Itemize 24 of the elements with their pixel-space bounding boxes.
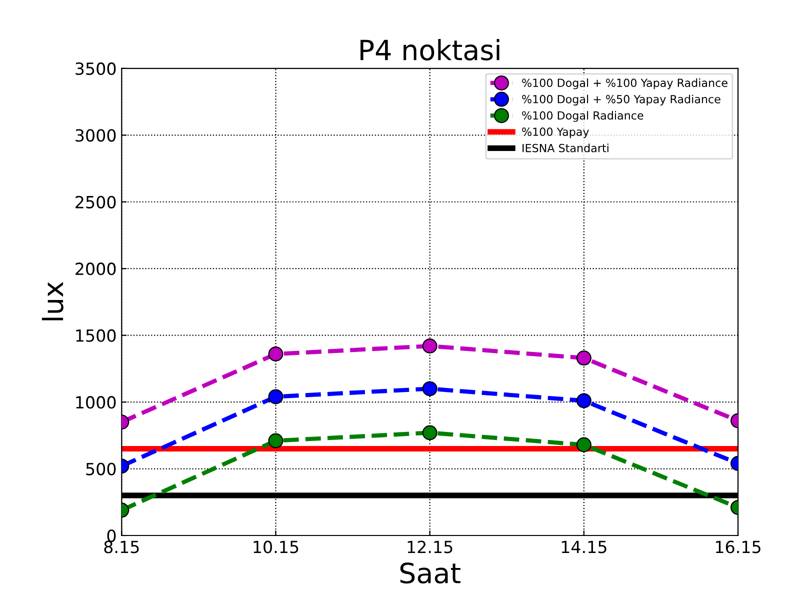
y-tick-label: 3000 xyxy=(76,129,116,142)
x-tick-label: 10.15 xyxy=(254,540,298,554)
y-tick-label: 1500 xyxy=(76,329,116,342)
legend-label: %100 Dogal + %100 Yapay Radiance xyxy=(522,78,728,90)
point xyxy=(422,338,438,354)
legend-label: %100 Yapay xyxy=(522,128,589,138)
x-tick-label: 14.15 xyxy=(562,540,606,554)
y-tick-label: 0 xyxy=(107,529,116,542)
x-tick-label: 8.15 xyxy=(104,540,139,554)
y-tick-label: 3500 xyxy=(76,62,116,75)
legend-label: %100 Dogal Radiance xyxy=(522,111,644,122)
y-tick-label: 2500 xyxy=(76,196,116,208)
y-tick-label: 500 xyxy=(86,462,116,476)
x-tick-label: 16.15 xyxy=(716,540,760,554)
x-tick-label: 12.15 xyxy=(408,540,452,554)
point xyxy=(422,381,438,396)
legend-label: IESNA Standarti xyxy=(522,144,608,152)
x-axis-title: Saat xyxy=(400,562,460,584)
y-tick-label: 1000 xyxy=(76,396,116,409)
legend-label: %100 Dogal + %50 Yapay Radiance xyxy=(522,94,720,106)
y-tick-label: 2000 xyxy=(76,262,116,276)
y-axis-title: lux xyxy=(42,282,64,320)
point xyxy=(422,425,438,440)
chart-title: P4 noktasi xyxy=(360,38,500,60)
